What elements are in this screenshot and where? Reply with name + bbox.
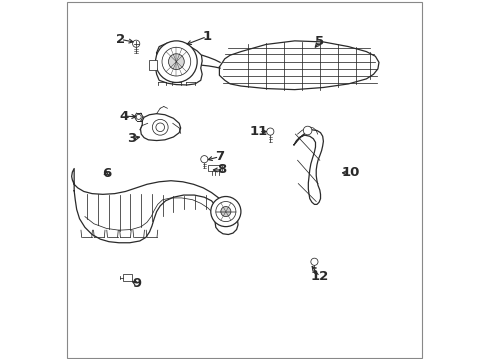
Circle shape — [168, 54, 184, 69]
Circle shape — [210, 197, 241, 226]
Circle shape — [156, 123, 164, 132]
Circle shape — [266, 128, 273, 135]
Circle shape — [201, 156, 207, 163]
Circle shape — [303, 126, 311, 135]
Text: 1: 1 — [202, 30, 211, 43]
Text: 5: 5 — [315, 35, 324, 49]
Text: 7: 7 — [214, 150, 224, 163]
Text: 10: 10 — [341, 166, 359, 179]
Circle shape — [136, 114, 141, 120]
Polygon shape — [155, 43, 202, 85]
Circle shape — [310, 258, 317, 265]
Polygon shape — [219, 41, 378, 90]
Bar — [148, 59, 156, 69]
Polygon shape — [72, 168, 238, 243]
Text: 4: 4 — [120, 110, 129, 123]
Text: 9: 9 — [132, 278, 141, 291]
Circle shape — [162, 47, 190, 76]
FancyBboxPatch shape — [207, 165, 221, 171]
Text: 3: 3 — [127, 132, 136, 145]
Text: 12: 12 — [310, 270, 328, 283]
Circle shape — [155, 41, 197, 82]
FancyBboxPatch shape — [123, 274, 132, 281]
Text: 8: 8 — [217, 163, 226, 176]
Polygon shape — [293, 130, 323, 204]
Circle shape — [132, 40, 140, 47]
Text: 11: 11 — [249, 125, 267, 138]
Circle shape — [215, 202, 235, 222]
Text: 6: 6 — [102, 167, 111, 180]
Circle shape — [152, 120, 168, 135]
Text: 2: 2 — [116, 33, 125, 46]
Polygon shape — [140, 114, 180, 140]
Circle shape — [221, 207, 230, 217]
